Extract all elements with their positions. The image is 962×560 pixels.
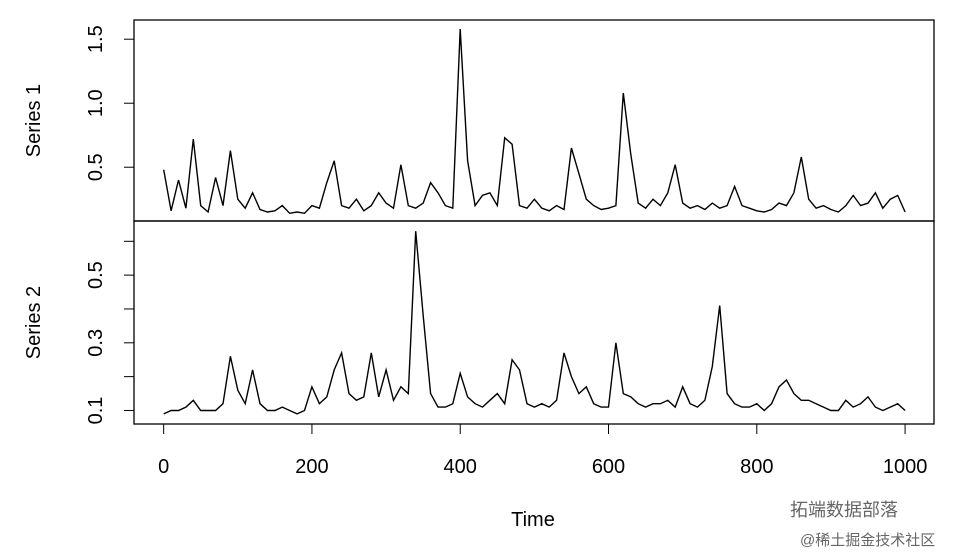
y-tick-label: 0.5	[85, 153, 107, 181]
watermark: @稀土掘金技术社区	[800, 532, 935, 549]
x-axis-label: Time	[511, 509, 555, 531]
y-tick-label: 0.1	[85, 397, 107, 425]
y-tick-label: 1.0	[85, 89, 107, 117]
y-tick-label: 0.3	[85, 329, 107, 357]
series-line	[163, 231, 906, 415]
y-axis-label: Series 1	[23, 84, 45, 157]
series-line	[163, 28, 906, 215]
x-tick-label: 600	[592, 456, 625, 478]
y-tick-label: 1.5	[85, 25, 107, 53]
panel-frame	[133, 19, 935, 222]
x-tick-label: 800	[740, 456, 773, 478]
panel-frame	[133, 220, 935, 425]
x-tick-label: 400	[444, 456, 477, 478]
y-axis-label: Series 2	[23, 286, 45, 359]
x-tick-label: 200	[295, 456, 328, 478]
y-tick-label: 0.5	[85, 261, 107, 289]
x-tick-label: 0	[158, 456, 169, 478]
watermark: 拓端数据部落	[790, 500, 898, 520]
x-tick-label: 1000	[883, 456, 928, 478]
